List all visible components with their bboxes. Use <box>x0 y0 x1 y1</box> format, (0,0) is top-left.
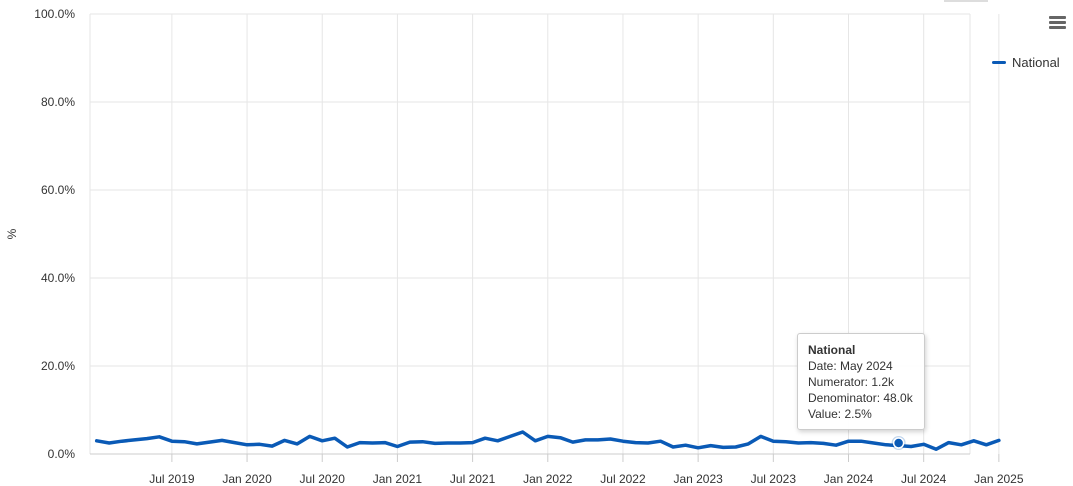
chart-menu-button[interactable] <box>1046 14 1070 36</box>
x-tick-label: Jul 2020 <box>300 472 346 486</box>
x-tick-label: Jul 2023 <box>751 472 797 486</box>
x-tick-label: Jul 2022 <box>600 472 646 486</box>
axis-layer: 0.0% 20.0% 40.0% 60.0% 80.0% 100.0% Jul 2019 Ja… <box>34 7 1024 486</box>
x-tick-label: Jan 2025 <box>974 472 1024 486</box>
y-tick-label: 0.0% <box>48 447 76 461</box>
tooltip-denominator: Denominator: 48.0k <box>808 391 913 405</box>
series-layer <box>94 430 1001 451</box>
y-tick-label: 20.0% <box>41 359 75 373</box>
y-tick-label: 60.0% <box>41 183 75 197</box>
x-tick-label: Jan 2022 <box>523 472 573 486</box>
hamburger-menu-icon <box>1049 16 1066 19</box>
y-tick-label: 40.0% <box>41 271 75 285</box>
series-line-national[interactable] <box>94 430 1001 451</box>
tooltip-title: National <box>808 343 856 357</box>
highlight-point[interactable] <box>892 437 905 449</box>
y-tick-label: 80.0% <box>41 95 75 109</box>
tooltip-date: Date: May 2024 <box>808 359 893 373</box>
x-tick-label: Jan 2024 <box>824 472 874 486</box>
y-axis-title: % <box>5 228 19 239</box>
tooltip: National Date: May 2024 Numerator: 1.2k … <box>797 333 925 430</box>
tooltip-numerator: Numerator: 1.2k <box>808 375 895 389</box>
x-tick-label: Jan 2021 <box>373 472 423 486</box>
x-tick-label: Jul 2024 <box>901 472 947 486</box>
x-tick-label: Jul 2021 <box>450 472 496 486</box>
x-tick-label: Jan 2020 <box>222 472 272 486</box>
x-tick-label: Jul 2019 <box>149 472 195 486</box>
x-tick-label: Jan 2023 <box>673 472 723 486</box>
tooltip-value: Value: 2.5% <box>808 407 872 421</box>
legend-label: National <box>1012 55 1060 70</box>
menu-top-edge <box>944 0 988 2</box>
grid-layer <box>89 13 1000 455</box>
legend-line-icon <box>992 61 1006 64</box>
legend-item-national[interactable]: National <box>992 55 1060 70</box>
y-tick-label: 100.0% <box>34 7 75 21</box>
